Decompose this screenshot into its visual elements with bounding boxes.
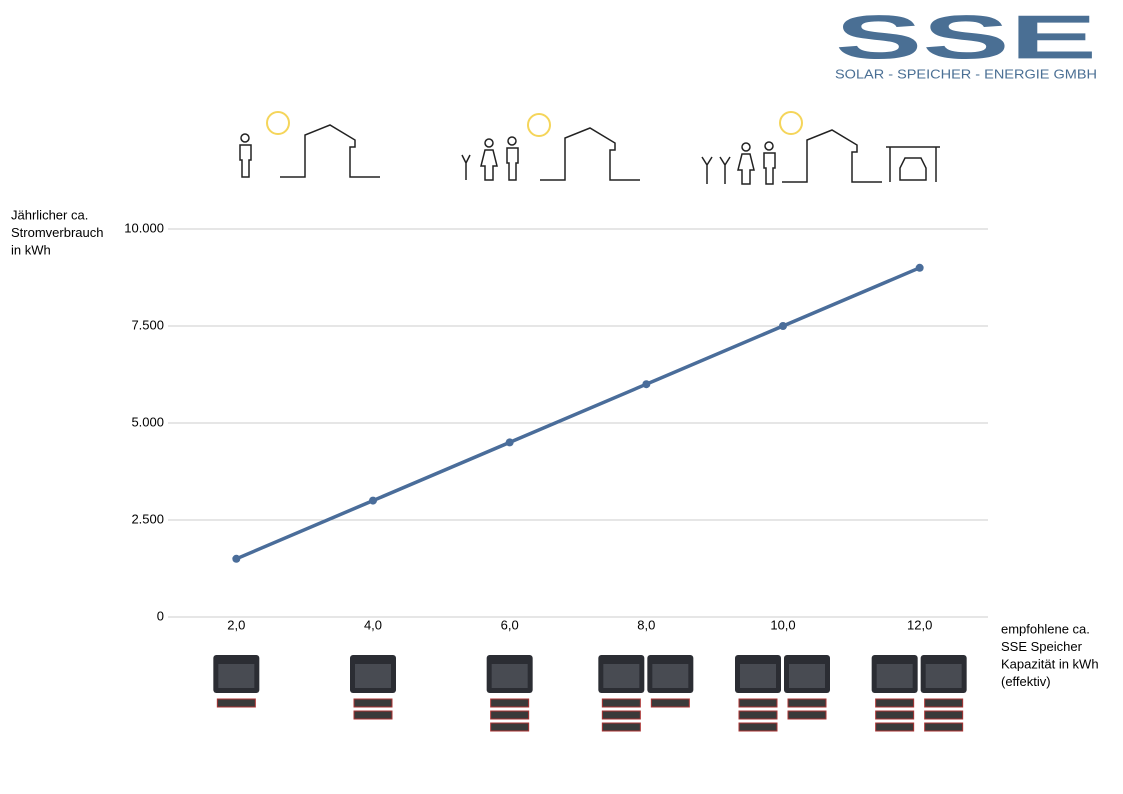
battery-window: [789, 664, 825, 688]
battery-module: [216, 698, 256, 708]
line: [235, 266, 921, 561]
battery-module: [924, 698, 964, 708]
x-tick-label: 8,0: [637, 617, 655, 632]
y-tick-label: 10.000: [124, 220, 164, 235]
battery-module: [601, 698, 641, 708]
y-tick-label: 2.500: [131, 511, 164, 526]
x-tick-label: 4,0: [364, 617, 382, 632]
battery-module: [353, 698, 393, 708]
x-axis-label: SSE Speicher: [1001, 639, 1083, 654]
battery-window: [355, 664, 391, 688]
battery-module: [353, 710, 393, 720]
x-axis-label: (effektiv): [1001, 674, 1051, 689]
battery-window: [603, 664, 640, 688]
battery-module: [787, 710, 827, 720]
battery-window: [876, 664, 913, 688]
battery-module: [601, 710, 641, 720]
battery-module: [875, 710, 915, 720]
x-tick-label: 6,0: [501, 617, 519, 632]
battery-module: [738, 710, 778, 720]
battery-window: [218, 664, 255, 688]
logo-brand: SSE: [835, 3, 1097, 72]
battery-module: [875, 722, 915, 732]
point: [642, 380, 651, 389]
point: [232, 554, 241, 563]
battery-module: [490, 698, 530, 708]
x-tick-label: 10,0: [770, 617, 795, 632]
battery-module: [738, 722, 778, 732]
y-axis-label: Stromverbrauch: [11, 225, 103, 240]
x-tick-label: 12,0: [907, 617, 932, 632]
battery-module: [650, 698, 690, 708]
y-axis-label: Jährlicher ca.: [11, 207, 88, 222]
battery-module: [490, 722, 530, 732]
battery-module: [601, 722, 641, 732]
y-axis-label: in kWh: [11, 242, 51, 257]
x-axis-label: empfohlene ca.: [1001, 621, 1090, 636]
battery-window: [652, 664, 689, 688]
battery-window: [491, 664, 528, 688]
x-tick-label: 2,0: [227, 617, 245, 632]
household-icons: [239, 111, 940, 185]
point: [505, 438, 514, 447]
x-axis-label: Kapazität in kWh: [1001, 656, 1099, 671]
battery-module: [490, 710, 530, 720]
y-tick-label: 0: [157, 608, 164, 623]
y-tick-label: 7.500: [131, 317, 164, 332]
point: [915, 263, 924, 272]
battery-module: [787, 698, 827, 708]
y-tick-label: 5.000: [131, 414, 164, 429]
battery-images: [213, 655, 967, 732]
battery-module: [738, 698, 778, 708]
battery-module: [924, 722, 964, 732]
battery-window: [740, 664, 776, 688]
point: [369, 496, 377, 505]
battery-window: [925, 664, 962, 688]
battery-module: [924, 710, 964, 720]
logo: SSE SOLAR - SPEICHER - ENERGIE GMBH: [835, 3, 1097, 81]
logo-tagline: SOLAR - SPEICHER - ENERGIE GMBH: [835, 66, 1097, 81]
battery-module: [875, 698, 915, 708]
point: [779, 322, 787, 330]
